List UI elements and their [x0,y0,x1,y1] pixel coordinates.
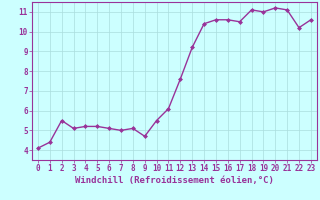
X-axis label: Windchill (Refroidissement éolien,°C): Windchill (Refroidissement éolien,°C) [75,176,274,185]
